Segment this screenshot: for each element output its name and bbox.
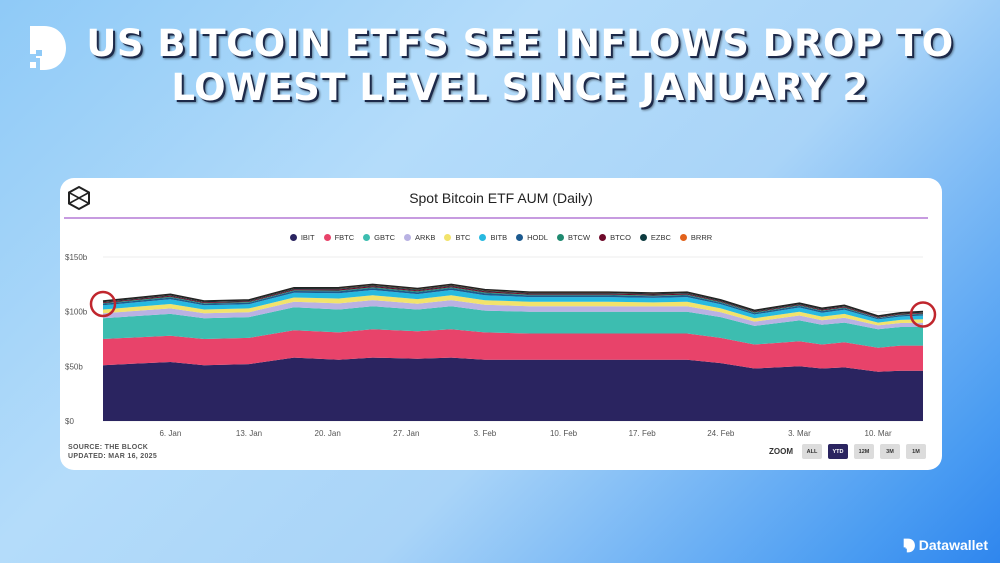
zoom-controls: ZOOM ALL YTD 12M 3M 1M (769, 444, 926, 459)
legend-item-ezbc[interactable]: EZBC (639, 233, 671, 242)
legend-swatch (363, 234, 371, 241)
x-tick-label: 17. Feb (629, 429, 657, 438)
x-tick-label: 24. Feb (707, 429, 735, 438)
legend-swatch (289, 234, 297, 241)
updated-text: UPDATED: MAR 16, 2025 (68, 453, 158, 460)
legend-label: BRRR (690, 233, 713, 242)
area-series-btc (103, 295, 923, 326)
area-series-ibit (103, 357, 923, 421)
headline-line-2: LOWEST LEVEL SINCE JANUARY 2 (171, 66, 869, 109)
y-tick-label: $0 (65, 417, 74, 426)
legend-swatch (444, 234, 452, 241)
zoom-12m-button[interactable]: 12M (854, 444, 874, 459)
x-tick-label: 20. Jan (315, 429, 341, 438)
area-series-gbtc (103, 306, 923, 348)
legend-swatch (479, 234, 487, 241)
chart-legend: IBIT FBTC GBTC ARKB BTC BITB HODL BTCW BTCO EZBC B… (60, 233, 942, 242)
legend-label: IBIT (300, 233, 315, 242)
legend-item-fbtc[interactable]: FBTC (323, 233, 355, 242)
legend-item-hodl[interactable]: HODL (516, 233, 548, 242)
area-series-bitb (103, 290, 923, 323)
legend-label: BTCW (567, 233, 591, 242)
total-outline (102, 283, 924, 317)
chart-card: Spot Bitcoin ETF AUM (Daily) IBIT FBTC GBT… (60, 178, 942, 470)
x-tick-label: 10. Feb (550, 429, 578, 438)
x-tick-label: 10. Mar (865, 429, 892, 438)
legend-swatch (599, 234, 607, 241)
brand-name: Datawallet (918, 537, 988, 553)
zoom-label: ZOOM (769, 447, 793, 456)
legend-swatch (404, 234, 412, 241)
headline-line-1: US BITCOIN ETFS SEE INFLOWS DROP TO (86, 22, 954, 65)
legend-item-btc[interactable]: BTC (444, 233, 470, 242)
legend-label: BITB (490, 233, 508, 242)
title-divider (64, 217, 928, 219)
legend-swatch (556, 234, 564, 241)
legend-label: FBTC (334, 233, 355, 242)
y-tick-label: $50b (65, 362, 83, 371)
legend-label: HODL (527, 233, 548, 242)
source-text: SOURCE: THE BLOCK (68, 444, 149, 451)
legend-item-btco[interactable]: BTCO (599, 233, 631, 242)
legend-item-gbtc[interactable]: GBTC (363, 233, 395, 242)
zoom-3m-button[interactable]: 3M (880, 444, 900, 459)
zoom-all-button[interactable]: ALL (802, 444, 822, 459)
legend-label: GBTC (374, 233, 396, 242)
x-tick-label: 13. Jan (236, 429, 262, 438)
area-series-fbtc (103, 329, 923, 372)
y-tick-label: $150b (65, 253, 88, 262)
headline: US BITCOIN ETFS SEE INFLOWS DROP TO LOWE… (80, 22, 960, 110)
legend-swatch (679, 234, 687, 241)
legend-label: EZBC (650, 233, 671, 242)
legend-swatch (516, 234, 524, 241)
legend-swatch (323, 234, 331, 241)
highlight-circle (909, 301, 937, 328)
source-note: SOURCE: THE BLOCK UPDATED: MAR 16, 2025 (68, 443, 157, 461)
highlight-circle (89, 290, 117, 318)
legend-label: BTC (455, 233, 471, 242)
brand-watermark: Datawallet (902, 537, 988, 553)
datawallet-icon (903, 538, 915, 552)
legend-item-btcw[interactable]: BTCW (556, 233, 591, 242)
legend-item-bitb[interactable]: BITB (479, 233, 507, 242)
legend-swatch (639, 234, 647, 241)
legend-item-brrr[interactable]: BRRR (679, 233, 713, 242)
zoom-ytd-button[interactable]: YTD (828, 444, 848, 459)
x-tick-label: 6. Jan (159, 429, 181, 438)
legend-item-arkb[interactable]: ARKB (404, 233, 435, 242)
x-tick-label: 3. Feb (474, 429, 497, 438)
legend-item-ibit[interactable]: IBIT (289, 233, 315, 242)
legend-label: BTCO (610, 233, 631, 242)
zoom-1m-button[interactable]: 1M (906, 444, 926, 459)
stacked-area-chart: $0 $50b $100b $150b 6. Jan 13. Jan 20. Jan 27. … (65, 253, 937, 438)
x-tick-label: 3. Mar (788, 429, 811, 438)
the-block-logo-icon (68, 185, 90, 211)
x-tick-label: 27. Jan (393, 429, 419, 438)
legend-label: ARKB (415, 233, 436, 242)
area-series-arkb (103, 300, 923, 330)
chart-title: Spot Bitcoin ETF AUM (Daily) (409, 190, 593, 206)
y-tick-label: $100b (65, 308, 88, 317)
datawallet-logo (30, 26, 66, 70)
